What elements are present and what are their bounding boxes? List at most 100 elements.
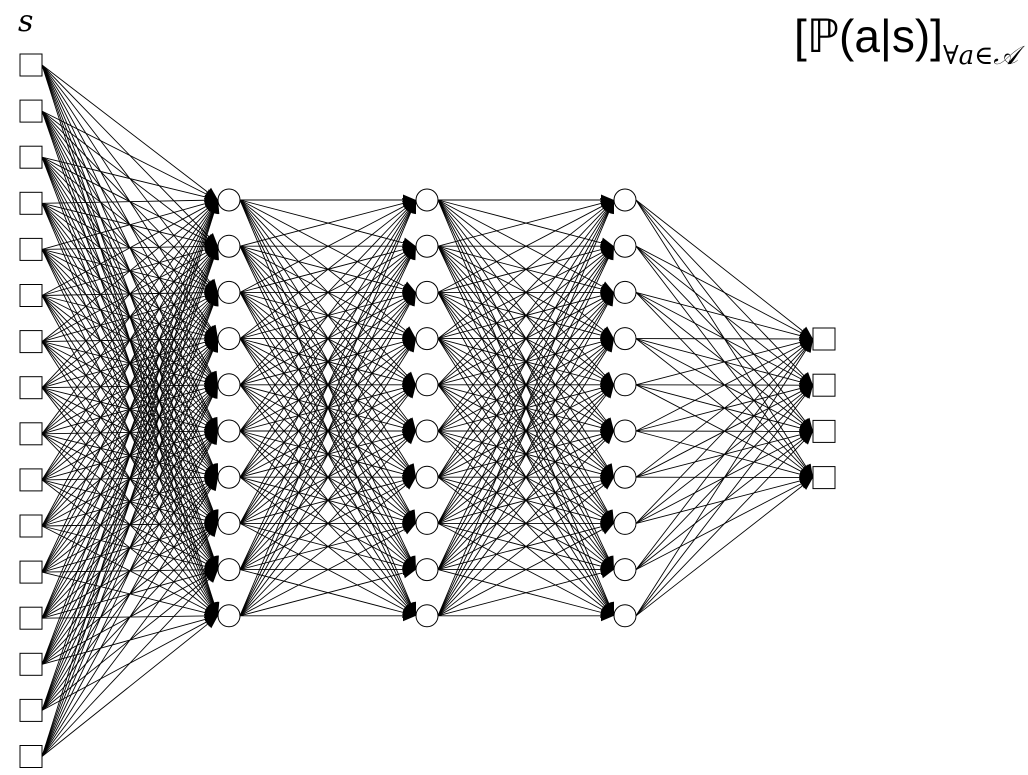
connection-edge: [41, 110, 211, 329]
arrowhead: [208, 292, 219, 307]
input-unit: [19, 606, 43, 630]
connection-edge: [239, 344, 405, 432]
connection-edge: [41, 249, 211, 468]
connection-edge: [239, 199, 411, 513]
connection-edge: [239, 245, 411, 559]
connection-edge: [239, 199, 404, 244]
connection-edge: [41, 484, 209, 619]
connection-edge: [437, 300, 605, 432]
connection-edge: [41, 251, 207, 342]
hidden-3-neuron: [613, 373, 637, 397]
connection-edge: [239, 338, 408, 515]
connection-edge: [635, 292, 802, 380]
connection-edge: [41, 300, 209, 435]
connection-edge: [239, 433, 404, 478]
connection-edge: [635, 245, 802, 334]
connection-edge: [239, 529, 405, 617]
connection-edge: [239, 476, 404, 521]
connection-edge: [635, 434, 801, 478]
connection-edge: [635, 338, 801, 383]
arrowhead: [401, 523, 416, 535]
arrowhead: [603, 246, 614, 261]
connection-edge: [41, 64, 213, 374]
connection-edge: [239, 300, 407, 432]
arrowhead: [207, 338, 219, 353]
connection-edge: [437, 245, 609, 559]
connection-edge: [41, 387, 206, 429]
connection-edge: [41, 486, 210, 665]
connection-edge: [41, 157, 213, 512]
connection-edge: [437, 253, 605, 386]
input-unit: [19, 237, 43, 261]
connection-edge: [437, 211, 609, 570]
connection-edge: [41, 572, 206, 619]
hidden-2-neuron: [415, 188, 439, 212]
arrowhead: [404, 292, 416, 307]
connection-edge: [41, 529, 207, 619]
connection-edge: [239, 292, 407, 424]
connection-edge: [239, 210, 409, 432]
connection-edge: [41, 621, 207, 711]
connection-edge: [635, 245, 804, 378]
connection-edge: [41, 248, 206, 290]
connection-edge: [41, 569, 206, 573]
connection-edge: [41, 64, 213, 420]
connection-edge: [41, 211, 213, 573]
connection-edge: [239, 292, 408, 469]
connection-edge: [635, 245, 806, 468]
connection-edge: [635, 439, 804, 570]
hidden-1-neuron: [217, 280, 241, 304]
connection-edge: [437, 210, 608, 478]
arrowhead: [800, 385, 813, 399]
connection-edge: [437, 394, 607, 617]
connection-edge: [635, 395, 806, 617]
connection-edge: [437, 256, 607, 478]
arrowhead: [799, 477, 813, 490]
connection-edge: [41, 577, 209, 711]
connection-edge: [239, 384, 405, 472]
input-unit: [19, 191, 43, 215]
connection-edge: [239, 430, 407, 562]
connection-edge: [41, 295, 206, 336]
connection-edge: [41, 295, 208, 424]
connection-edge: [437, 347, 606, 524]
connection-edge: [41, 64, 214, 466]
connection-edge: [239, 211, 412, 616]
arrowhead: [602, 338, 614, 353]
connection-edge: [437, 440, 606, 617]
connection-edge: [41, 199, 206, 204]
input-unit: [19, 376, 43, 400]
connection-edge: [437, 295, 602, 340]
connection-edge: [635, 485, 804, 617]
connection-edge: [239, 253, 407, 386]
hidden-2-neuron: [415, 373, 439, 397]
connection-edge: [41, 441, 212, 711]
hidden-2-neuron: [415, 604, 439, 628]
connection-edge: [239, 246, 411, 605]
connection-edge: [41, 203, 213, 513]
connection-edge: [437, 433, 602, 478]
connection-edge: [437, 302, 607, 524]
hidden-1-neuron: [217, 558, 241, 582]
connection-edge: [41, 571, 206, 614]
arrowhead: [205, 569, 218, 583]
connection-edge: [41, 433, 206, 475]
connection-edge: [437, 529, 603, 617]
connection-edge: [41, 202, 206, 244]
connection-edge: [437, 245, 607, 468]
hidden-2-neuron: [415, 280, 439, 304]
connection-edge: [41, 436, 207, 527]
connection-edge: [239, 436, 405, 524]
connection-edge: [41, 156, 207, 241]
connection-edge: [239, 211, 411, 524]
connection-edge: [41, 341, 211, 560]
arrowhead: [204, 615, 218, 629]
connection-edge: [41, 211, 213, 527]
connection-edge: [41, 295, 210, 469]
connection-edge: [635, 291, 801, 337]
connection-edge: [41, 350, 213, 711]
arrowhead: [603, 200, 614, 215]
connection-edge: [437, 257, 609, 616]
